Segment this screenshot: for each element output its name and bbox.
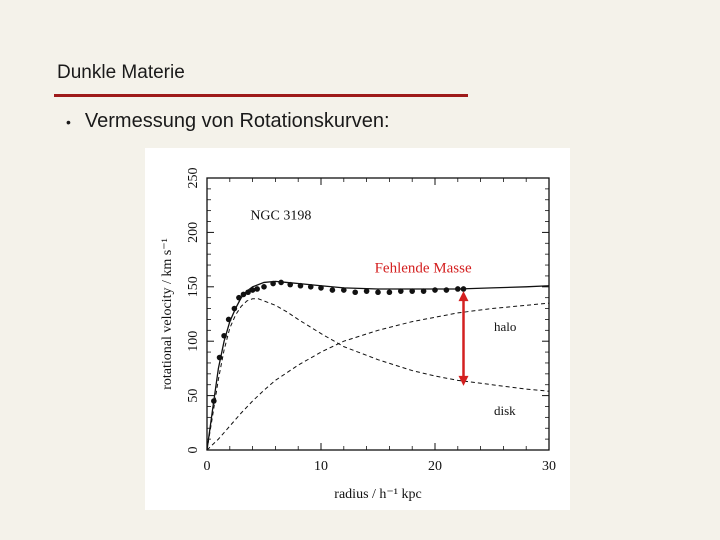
- y-axis-label: rotational velocity / km s⁻¹: [160, 238, 175, 390]
- series-line-halo: [206, 302, 550, 451]
- x-tick-label: 30: [542, 459, 556, 474]
- rotation-curve-svg: 0 10 20 30 0 50 100 150 200 250 radius / h⁻¹ kpc ro…: [160, 168, 556, 503]
- data-point: [363, 288, 370, 294]
- data-point: [398, 288, 404, 294]
- data-point: [261, 284, 267, 290]
- data-point: [270, 280, 276, 287]
- x-axis-label: radius / h⁻¹ kpc: [334, 487, 421, 502]
- data-point: [443, 287, 450, 293]
- data-point: [455, 286, 461, 292]
- chart-title: NGC 3198: [250, 208, 311, 223]
- y-tick-label: 150: [186, 276, 201, 297]
- plot-frame: [206, 177, 550, 451]
- data-point: [352, 289, 358, 296]
- data-point: [249, 287, 256, 293]
- data-point: [375, 289, 381, 296]
- series-label-halo: halo: [494, 319, 516, 334]
- data-point: [341, 287, 347, 293]
- data-point: [460, 286, 467, 292]
- data-point: [236, 294, 242, 301]
- data-point: [221, 332, 227, 339]
- data-point: [240, 291, 247, 298]
- slide-title: Dunkle Materie: [57, 62, 185, 83]
- rotation-curve-chart: 0 10 20 30 0 50 100 150 200 250 radius / h⁻¹ kpc ro…: [145, 148, 570, 510]
- y-tick-label: 50: [186, 389, 201, 403]
- data-point: [278, 279, 284, 286]
- y-tick-label: 0: [186, 447, 201, 454]
- x-tick-label: 20: [428, 459, 442, 474]
- bullet-text: Vermessung von Rotationskurven:: [84, 110, 390, 132]
- y-tick-label: 100: [186, 331, 201, 352]
- missing-mass-arrowhead-bottom: [458, 375, 469, 386]
- title-underline: [54, 94, 468, 97]
- data-point: [216, 354, 223, 361]
- data-point: [432, 287, 438, 293]
- bullet-item: • Vermessung von Rotationskurven:: [66, 110, 390, 133]
- data-point: [254, 286, 260, 292]
- data-point: [318, 285, 324, 291]
- data-point: [329, 287, 336, 293]
- x-tick-label: 0: [204, 459, 211, 474]
- y-tick-label: 250: [186, 168, 201, 189]
- series-label-disk: disk: [494, 403, 516, 418]
- x-tick-label: 10: [314, 459, 328, 474]
- y-tick-label: 200: [186, 222, 201, 243]
- data-point: [297, 282, 304, 289]
- missing-mass-arrowhead-top: [458, 291, 469, 302]
- series-line-total: [206, 280, 550, 451]
- data-point: [211, 398, 217, 404]
- bullet-dot-icon: •: [66, 114, 71, 130]
- data-point: [225, 316, 232, 323]
- data-point: [409, 288, 416, 294]
- data-point: [386, 289, 393, 296]
- data-point: [231, 305, 238, 312]
- data-point: [307, 284, 314, 290]
- data-point: [245, 289, 251, 296]
- data-point: [420, 288, 427, 294]
- missing-mass-label: Fehlende Masse: [375, 261, 472, 277]
- data-point: [287, 281, 294, 288]
